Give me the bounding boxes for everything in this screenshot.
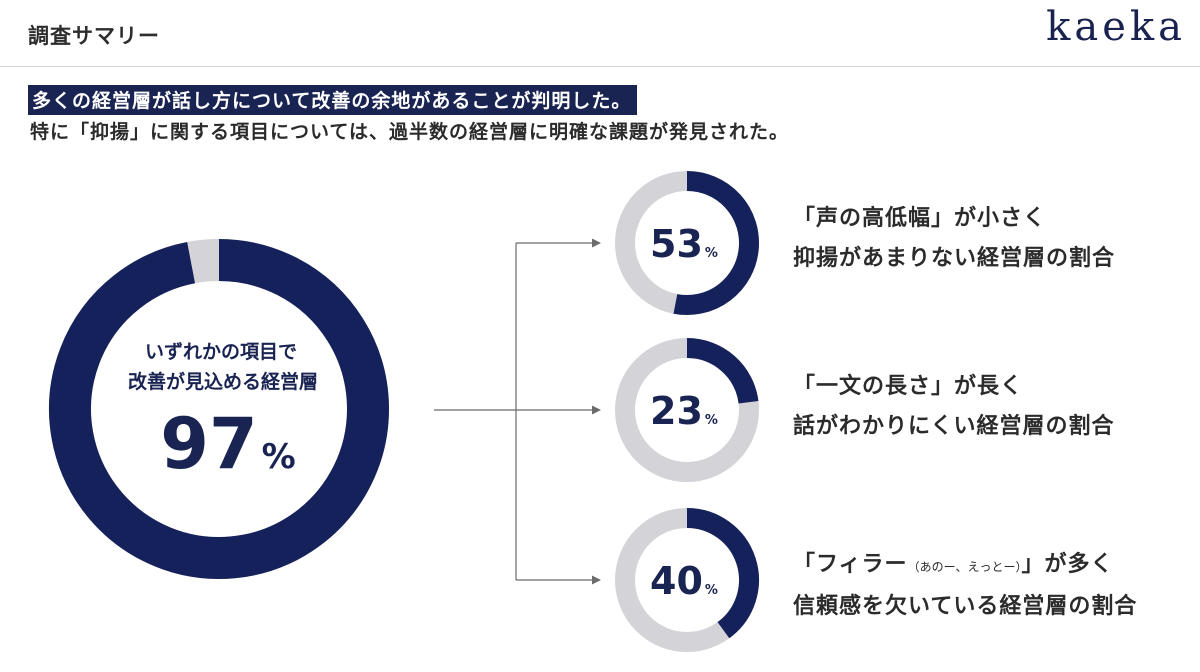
- main-donut-arc: [49, 239, 389, 579]
- summary-headline: 多くの経営層が話し方について改善の余地があることが判明した。: [28, 85, 638, 115]
- header-bar: 調査サマリー kaeka: [0, 0, 1200, 67]
- donut-sentence-length-arc: [686, 338, 759, 404]
- desc-pitch-range-line1: 「声の高低幅」が小さく: [793, 206, 1047, 231]
- desc-pitch-range-line2: 抑揚があまりない経営層の割合: [793, 246, 1116, 271]
- donut-pitch-range: 53%: [615, 171, 759, 315]
- main-donut-unit: %: [262, 437, 296, 477]
- donut-pitch-range-value: 53: [650, 222, 703, 266]
- donut-filler-unit: %: [705, 583, 718, 598]
- main-donut-value: 97: [160, 403, 257, 485]
- donut-filler-value: 40: [650, 559, 703, 603]
- donut-pitch-range-label: 53%: [650, 222, 718, 266]
- desc-sentence-length-line1: 「一文の長さ」が長く: [793, 374, 1024, 399]
- donut-sentence-length-unit: %: [705, 413, 718, 428]
- desc-filler-line1-note: （あのー、えっとー）: [907, 560, 1022, 574]
- desc-filler: 「フィラー（あのー、えっとー）」が多く 信頼感を欠いている経営層の割合: [793, 545, 1137, 627]
- main-donut: いずれかの項目で 改善が見込める経営層 97%: [49, 239, 389, 579]
- desc-filler-line1-post: 」が多く: [1021, 552, 1114, 577]
- desc-filler-line2: 信頼感を欠いている経営層の割合: [793, 594, 1138, 619]
- donut-filler-arc: [686, 508, 759, 639]
- connector-arrows: [434, 238, 601, 585]
- main-donut-caption-line2: 改善が見込める経営層: [128, 370, 318, 393]
- arrowhead-1: [592, 238, 601, 248]
- main-donut-caption-line1: いずれかの項目で: [145, 341, 297, 363]
- donut-filler: 40%: [615, 508, 759, 652]
- donut-sentence-length-value: 23: [650, 389, 703, 433]
- brand-logo: kaeka: [1046, 4, 1186, 50]
- donut-pitch-range-unit: %: [705, 246, 718, 261]
- desc-sentence-length: 「一文の長さ」が長く 話がわかりにくい経営層の割合: [793, 367, 1115, 447]
- main-donut-value-label: 97%: [160, 403, 296, 485]
- donut-filler-label: 40%: [650, 559, 718, 603]
- arrowhead-2: [592, 405, 601, 415]
- desc-pitch-range: 「声の高低幅」が小さく 抑揚があまりない経営層の割合: [793, 199, 1115, 279]
- desc-filler-line1: 「フィラー（あのー、えっとー）」が多く: [793, 545, 1137, 587]
- desc-filler-line1-pre: 「フィラー: [793, 552, 908, 577]
- donut-sentence-length-label: 23%: [650, 389, 718, 433]
- arrowhead-3: [592, 575, 601, 585]
- donut-pitch-range-arc: [673, 171, 759, 315]
- page-title: 調査サマリー: [28, 24, 160, 48]
- summary-subline: 特に「抑揚」に関する項目については、過半数の経営層に明確な課題が発見された。: [30, 121, 790, 143]
- donut-sentence-length: 23%: [615, 338, 759, 482]
- desc-sentence-length-line2: 話がわかりにくい経営層の割合: [793, 414, 1115, 439]
